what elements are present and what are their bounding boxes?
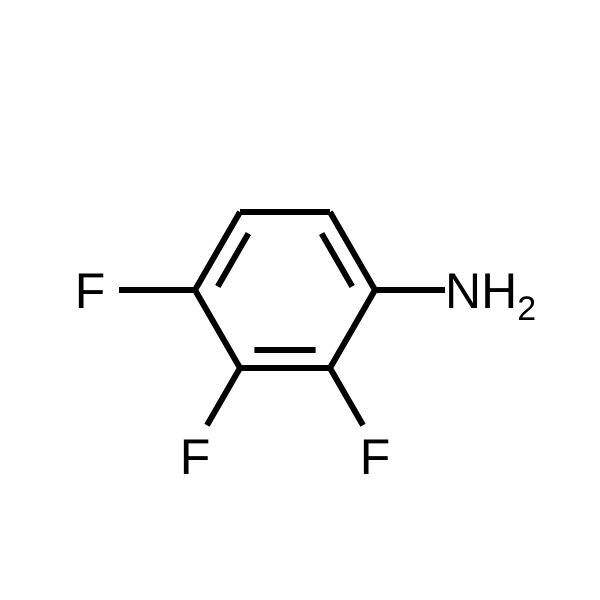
molecule-svg: NH2 F F F — [0, 0, 600, 600]
atom-label-f2: F — [360, 429, 391, 485]
atom-label-f4: F — [75, 263, 106, 319]
molecule-diagram: NH2 F F F — [0, 0, 600, 600]
atom-label-f3: F — [180, 429, 211, 485]
atom-label-n: NH2 — [445, 263, 536, 328]
